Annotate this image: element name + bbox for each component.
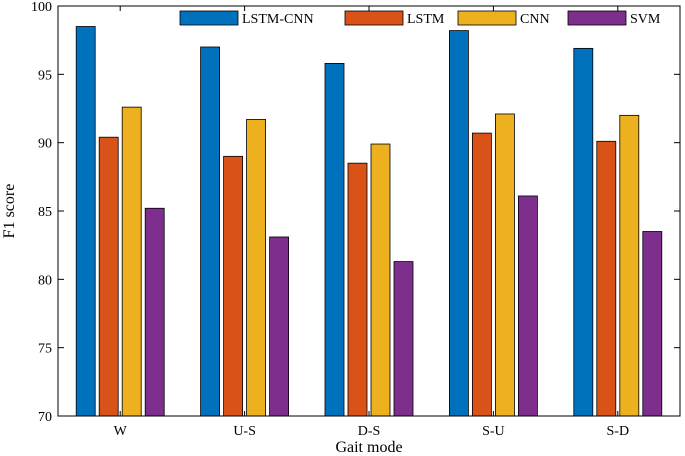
- bar-lstm-w: [98, 136, 119, 417]
- bar-lstm-cnn-w: [75, 26, 96, 417]
- axes-group: W U-S D-S S-U S-D 70 75 80 85 90 95 100: [31, 0, 681, 439]
- y-tick-label-70: 70: [38, 410, 52, 425]
- legend-label-cnn: CNN: [520, 12, 550, 27]
- legend: LSTM-CNN LSTM CNN SVM: [179, 10, 661, 27]
- bar-svm-s-u: [518, 195, 538, 417]
- legend-label-lstm: LSTM: [407, 12, 445, 27]
- x-tick-label-w: W: [114, 424, 128, 439]
- x-tick-label-s-u: S-U: [482, 424, 505, 439]
- x-axis-label: Gait mode: [335, 439, 402, 456]
- y-axis-label: F1 score: [1, 184, 18, 239]
- bar-cnn-u-s: [246, 119, 267, 417]
- bar-lstm-cnn-s-u: [448, 30, 469, 417]
- x-tick-label-s-d: S-D: [607, 424, 630, 439]
- bar-lstm-cnn-u-s: [200, 46, 221, 417]
- bar-cnn-s-d: [619, 114, 640, 417]
- legend-swatch-lstm: [344, 10, 404, 26]
- bars-group: [75, 26, 663, 417]
- y-tick-label-80: 80: [38, 273, 52, 288]
- bar-lstm-cnn-s-d: [573, 47, 594, 417]
- y-tick-label-85: 85: [38, 205, 52, 220]
- legend-swatch-lstm-cnn: [179, 10, 239, 26]
- bar-cnn-s-u: [494, 113, 515, 417]
- bar-svm-s-d: [642, 231, 663, 417]
- y-tick-label-90: 90: [38, 137, 52, 152]
- y-tick-label-75: 75: [38, 342, 52, 357]
- bar-lstm-cnn-d-s: [324, 63, 345, 417]
- legend-swatch-cnn: [457, 10, 517, 26]
- legend-label-svm: SVM: [630, 12, 661, 27]
- bar-svm-u-s: [269, 236, 290, 417]
- bar-svm-d-s: [393, 261, 414, 417]
- bar-lstm-s-d: [596, 140, 617, 417]
- legend-swatch-svm: [567, 10, 627, 26]
- legend-label-lstm-cnn: LSTM-CNN: [242, 12, 314, 27]
- bar-svm-w: [144, 207, 165, 417]
- x-tick-label-u-s: U-S: [233, 424, 256, 439]
- bar-cnn-d-s: [370, 143, 391, 417]
- bar-lstm-u-s: [223, 155, 244, 417]
- bar-lstm-s-u: [471, 132, 492, 417]
- x-tick-label-d-s: D-S: [358, 424, 381, 439]
- bar-lstm-d-s: [347, 162, 368, 417]
- y-tick-label-95: 95: [38, 68, 52, 83]
- y-tick-label-100: 100: [31, 0, 52, 15]
- bar-cnn-w: [121, 106, 142, 417]
